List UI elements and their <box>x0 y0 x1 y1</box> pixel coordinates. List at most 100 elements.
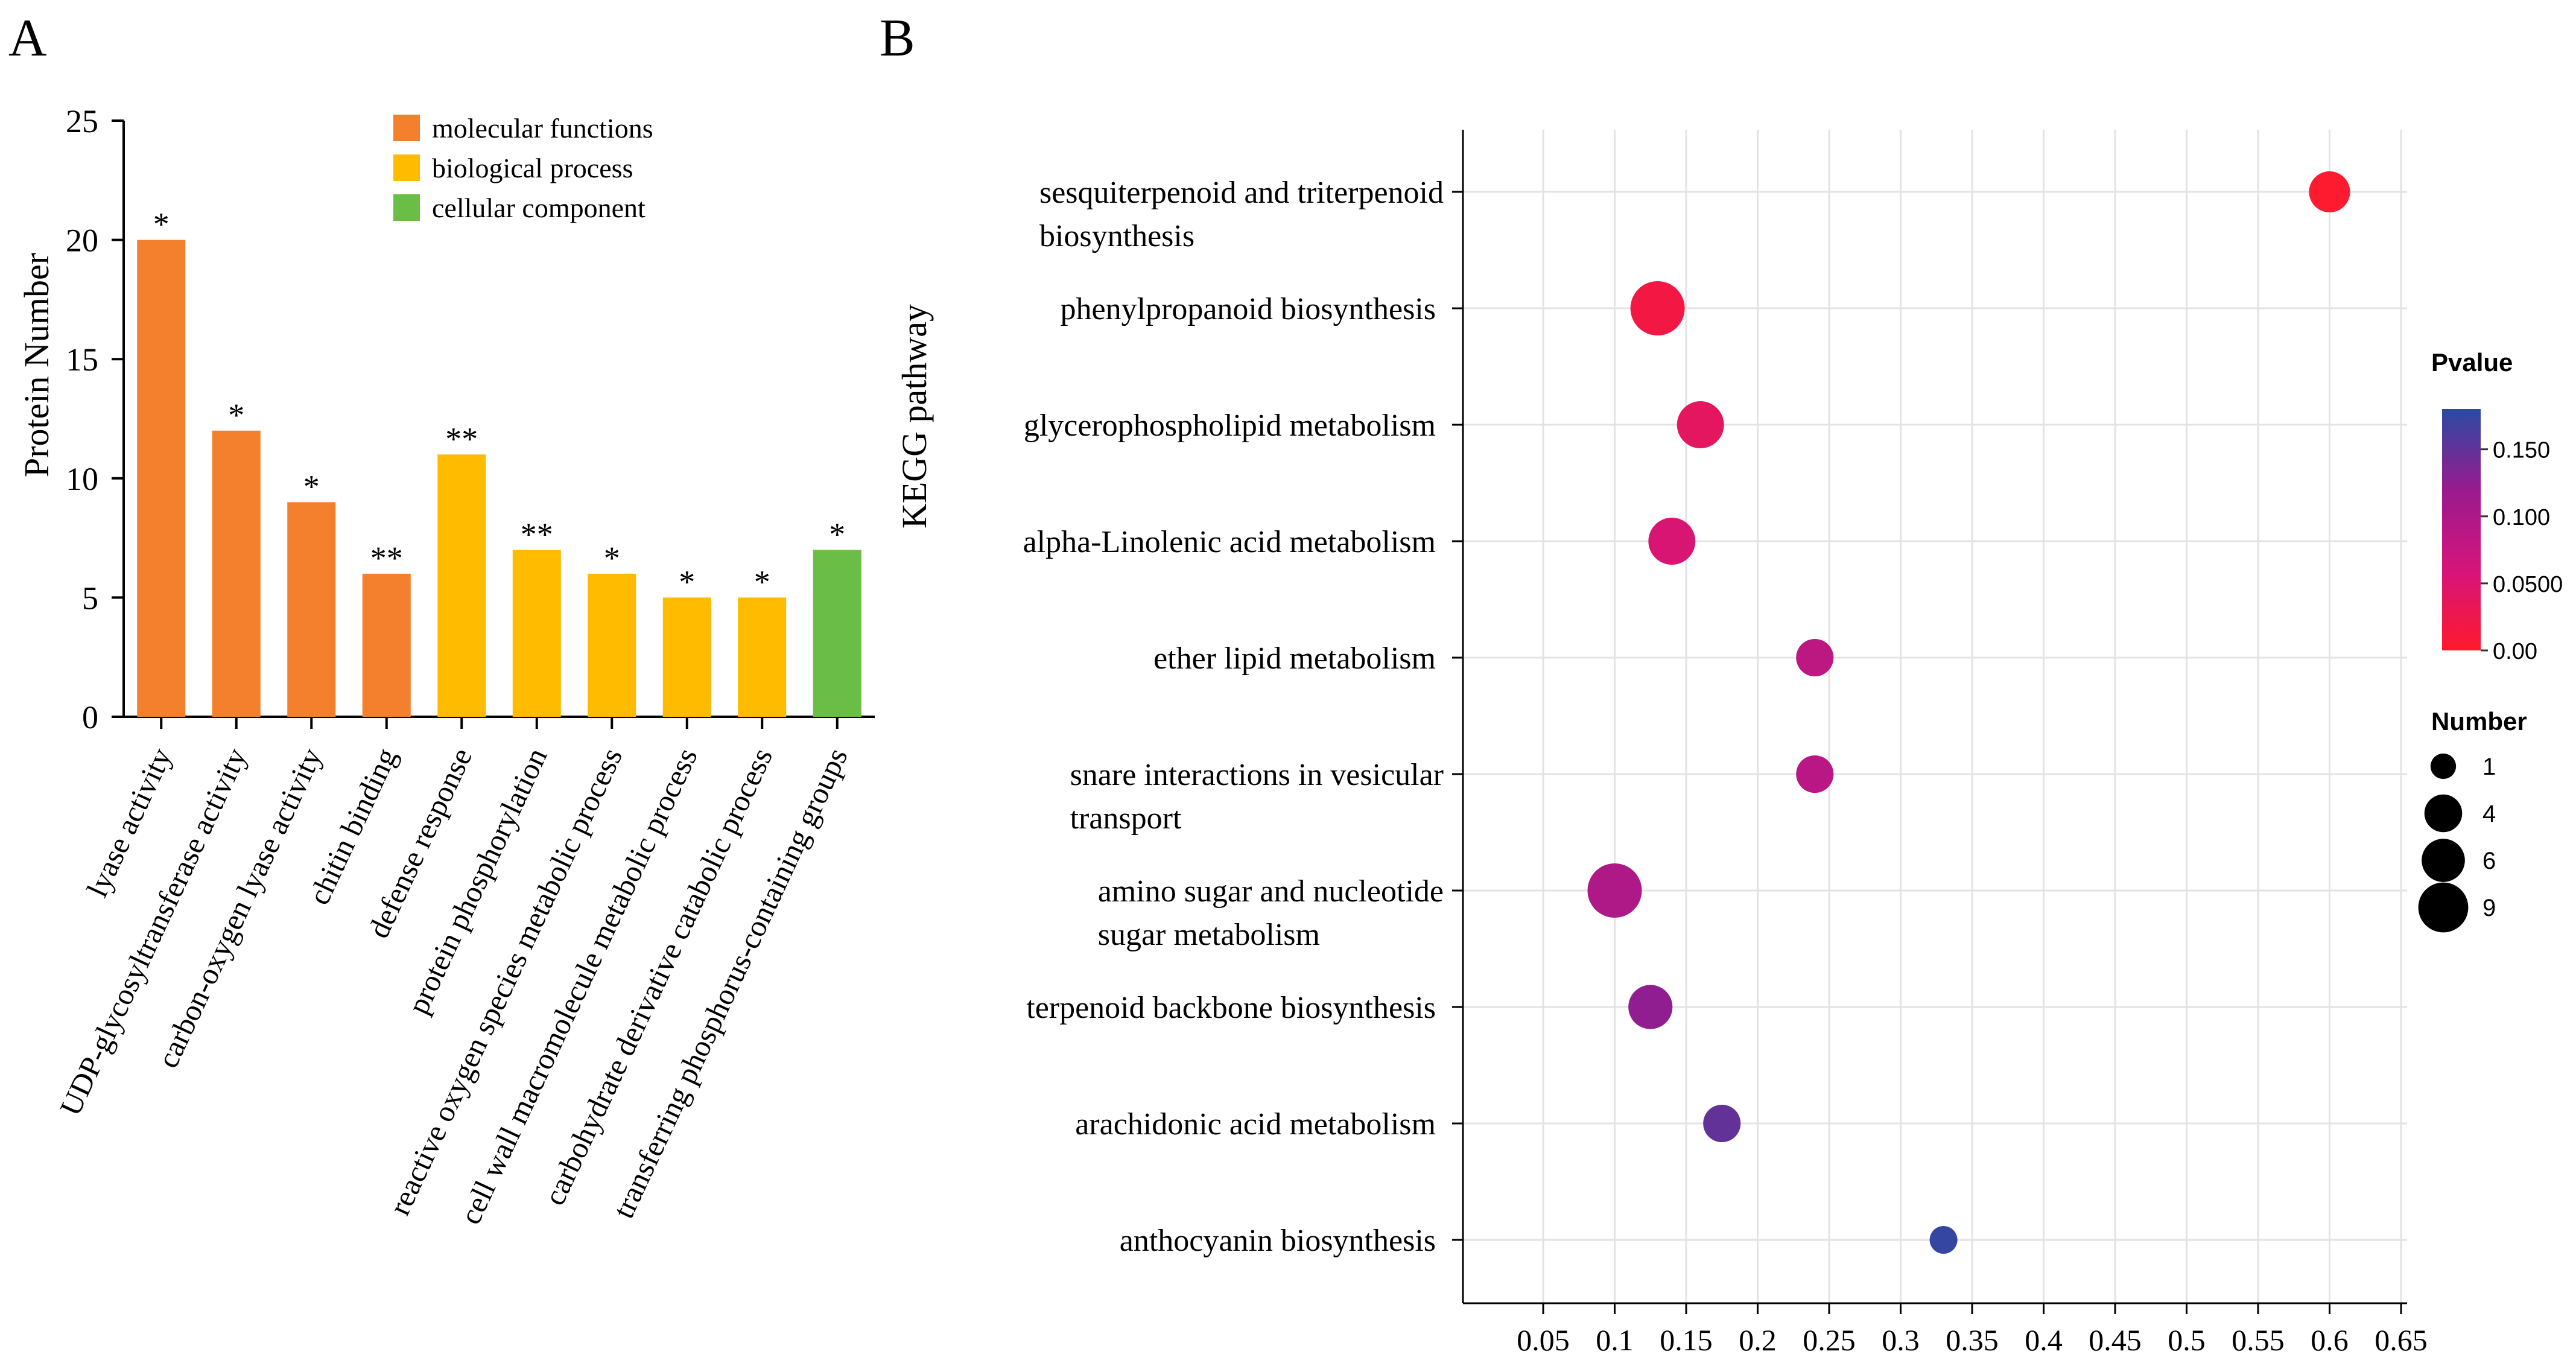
pathway-label: sesquiterpenoid and triterpenoid <box>1039 176 1444 210</box>
bubble-series <box>1587 171 2350 1254</box>
x-tick-label: 0.1 <box>1596 1323 1634 1357</box>
pathway-label-line2: sugar metabolism <box>1098 918 1320 952</box>
significance-label: ** <box>521 516 553 552</box>
bar <box>137 240 186 717</box>
significance-label: * <box>754 564 770 600</box>
y-axis-label: Protein Number <box>17 253 56 477</box>
pathway-label: amino sugar and nucleotide <box>1098 874 1444 909</box>
significance-label: * <box>604 540 620 576</box>
legend-label: molecular functions <box>432 113 653 144</box>
bar <box>212 430 261 717</box>
bubble-point <box>2309 171 2350 212</box>
bar <box>738 597 787 717</box>
size-legend-dot <box>2430 753 2457 780</box>
bubble-grid <box>1463 130 2407 1303</box>
bubble-point <box>1648 518 1696 565</box>
y-tick-label: 20 <box>66 223 98 259</box>
colorbar-tick-label: 0.150 <box>2493 438 2550 463</box>
x-tick-label: 0.55 <box>2232 1323 2285 1357</box>
y-axis-label: KEGG pathway <box>895 304 934 529</box>
colorbar-tick-label: 0.100 <box>2493 505 2550 530</box>
pathway-label: arachidonic acid metabolism <box>1075 1107 1436 1142</box>
bubble-axes <box>1452 130 2407 1314</box>
legend-label: cellular component <box>432 192 646 223</box>
bubble-point <box>1628 985 1673 1029</box>
bar <box>813 550 861 717</box>
y-tick-label: 10 <box>66 461 98 497</box>
x-tick-label: 0.35 <box>1946 1323 1999 1357</box>
y-tick-label: 25 <box>66 103 98 139</box>
x-tick-label: 0.25 <box>1803 1323 1856 1357</box>
number-size-legend: Number 1 4 6 9 <box>2418 707 2527 933</box>
pvalue-color-legend: Pvalue 0.00 0.0500 0.100 0.150 <box>2431 348 2563 664</box>
y-tick-labels: 0 5 10 15 20 25 <box>66 103 98 735</box>
pvalue-colorbar <box>2442 409 2481 650</box>
bubble-point <box>1587 863 1642 918</box>
bar <box>437 454 486 717</box>
x-tick-label: 0.5 <box>2168 1323 2206 1357</box>
y-tick-label: 0 <box>82 699 98 735</box>
size-legend-dot <box>2418 882 2469 933</box>
bubble-point <box>1703 1104 1741 1143</box>
y-tick-label: 5 <box>82 580 98 616</box>
significance-label: * <box>679 564 695 600</box>
bar-series <box>137 240 861 717</box>
significance-label: * <box>303 468 320 504</box>
x-tick-label: 0.4 <box>2025 1323 2063 1357</box>
pathway-label: terpenoid backbone biosynthesis <box>1026 991 1436 1025</box>
bubble-point <box>1796 755 1834 793</box>
pathway-labels: sesquiterpenoid and triterpenoid biosynth… <box>1023 176 1444 1258</box>
size-legend-dot <box>2422 839 2465 882</box>
pathway-label: snare interactions in vesicular <box>1070 758 1444 792</box>
pathway-label: ether lipid metabolism <box>1153 641 1436 676</box>
significance-label: * <box>228 397 244 433</box>
size-legend-label: 1 <box>2482 754 2496 780</box>
size-legend-label: 9 <box>2482 895 2496 921</box>
x-category-label: protein phosphorylation <box>401 743 553 1019</box>
x-tick-label: 0.2 <box>1739 1323 1777 1357</box>
pathway-label: glycerophospholipid metabolism <box>1024 408 1436 443</box>
pathway-label: phenylpropanoid biosynthesis <box>1060 292 1436 326</box>
bar <box>512 550 561 717</box>
pathway-label: anthocyanin biosynthesis <box>1120 1224 1436 1258</box>
x-tick-label: 0.6 <box>2311 1323 2349 1357</box>
x-tick-label: 0.05 <box>1517 1323 1570 1357</box>
bubble-point <box>1929 1226 1958 1254</box>
x-tick-labels: 0.05 0.1 0.15 0.2 0.25 0.3 0.35 0.4 0.45 0.5 0.55 0… <box>1517 1323 2428 1357</box>
x-tick-label: 0.3 <box>1882 1323 1920 1357</box>
panel-label-a: A <box>8 9 47 68</box>
bar <box>662 597 711 717</box>
significance-label: ** <box>445 421 478 457</box>
pathway-label-line2: biosynthesis <box>1039 219 1194 253</box>
bubble-point <box>1677 401 1724 448</box>
plot-background <box>1463 130 2407 1303</box>
pvalue-legend-title: Pvalue <box>2431 348 2513 376</box>
legend-swatch <box>393 154 420 181</box>
legend-swatch <box>393 194 420 221</box>
size-legend-label: 6 <box>2482 848 2496 874</box>
pathway-label-line2: transport <box>1070 801 1182 836</box>
significance-labels: *********** ** <box>153 206 846 600</box>
kegg-bubble-chart: 0.05 0.1 0.15 0.2 0.25 0.3 0.35 0.4 0.45 0.5 0.55 0… <box>895 130 2563 1357</box>
x-tick-label: 0.15 <box>1660 1323 1713 1357</box>
legend-label: biological process <box>432 153 633 183</box>
panel-label-b: B <box>880 9 915 68</box>
bar <box>287 502 336 717</box>
significance-label: * <box>829 516 845 552</box>
x-tick-label: 0.65 <box>2375 1323 2428 1357</box>
bar <box>362 573 411 717</box>
significance-label: ** <box>370 540 403 576</box>
colorbar-tick-label: 0.0500 <box>2493 572 2563 597</box>
size-legend-label: 4 <box>2482 801 2496 827</box>
bar <box>588 573 636 717</box>
colorbar-tick-label: 0.00 <box>2493 639 2537 664</box>
legend-swatch <box>393 115 420 141</box>
number-legend-title: Number <box>2431 707 2527 735</box>
pathway-label: alpha-Linolenic acid metabolism <box>1023 525 1436 559</box>
size-legend-dot <box>2424 794 2463 833</box>
bubble-point <box>1796 638 1834 677</box>
significance-label: * <box>153 206 170 243</box>
